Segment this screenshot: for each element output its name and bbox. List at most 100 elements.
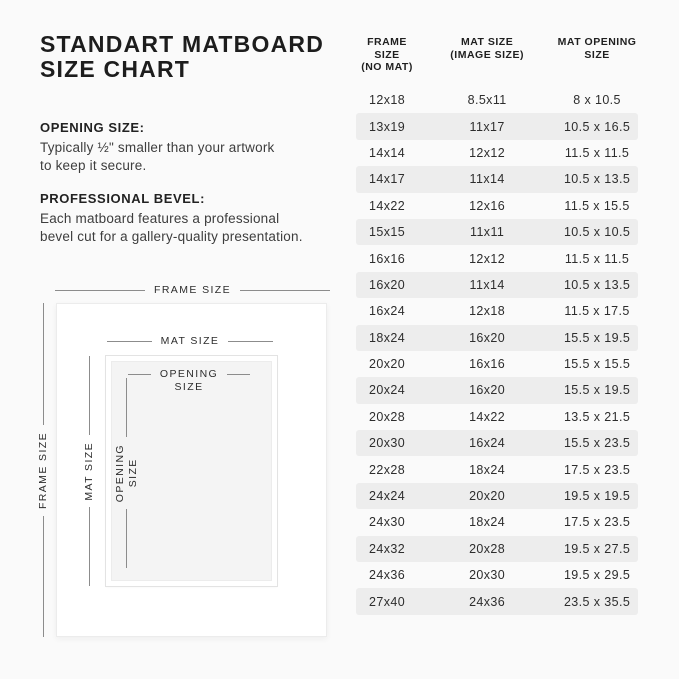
table-row: 20x30 16x24 15.5 x 23.5: [356, 430, 638, 457]
table-row: 27x40 24x36 23.5 x 35.5: [356, 588, 638, 615]
table-cell: 18x24: [469, 462, 506, 477]
table-row: 16x20 11x14 10.5 x 13.5: [356, 271, 638, 299]
table-cell: 20x20: [368, 357, 406, 372]
table-cell: 12x12: [469, 251, 506, 266]
table-cell: 13x19: [368, 119, 406, 134]
table-row: 20x28 14x22 13.5 x 21.5: [356, 404, 638, 430]
table-cell: 11x11: [470, 225, 505, 240]
table-cell: 12x18: [469, 304, 506, 319]
professional-bevel-label: PROFESSIONAL BEVEL:: [40, 191, 206, 206]
opening-size-top-label: OPENING SIZE: [159, 368, 219, 393]
mat-opening-rectangle: [105, 355, 278, 587]
table-cell: 12x16: [469, 198, 506, 213]
opening-size-description: Typically ½" smaller than your artwork t…: [40, 140, 275, 173]
professional-bevel-description: Each matboard features a professional be…: [40, 211, 303, 244]
opening-size-right-line: [227, 374, 251, 375]
table-row: 24x24 20x20 19.5 x 19.5: [356, 482, 638, 510]
table-cell: 20x28: [368, 409, 406, 424]
frame-size-side-label-col: FRAME SIZE: [36, 303, 50, 638]
table-cell: 27x40: [368, 594, 406, 609]
table-cell: 22x28: [368, 462, 406, 477]
table-row: 13x19 11x17 10.5 x 16.5: [356, 113, 638, 140]
table-cell: 10.5 x 16.5: [563, 119, 631, 134]
table-cell: 14x22: [469, 409, 506, 424]
page-title: STANDART MATBOARD SIZE CHART: [40, 31, 325, 82]
table-cell: 17.5 x 23.5: [563, 515, 631, 530]
table-row: 14x14 12x12 11.5 x 11.5: [356, 140, 638, 166]
opening-size-side-label: OPENING SIZE: [113, 443, 139, 503]
table-cell: 24x36: [368, 568, 406, 583]
mat-size-upper-line: [88, 356, 90, 435]
table-cell: 15.5 x 19.5: [563, 330, 631, 345]
opening-size-label: OPENING SIZE:: [40, 120, 145, 135]
opening-size-left-line: [128, 374, 151, 375]
table-cell: 15.5 x 15.5: [563, 357, 631, 372]
table-cell: 12x12: [469, 145, 506, 160]
table-row: 18x24 16x20 15.5 x 19.5: [356, 324, 638, 351]
table-cell: 15.5 x 19.5: [563, 383, 631, 398]
opening-size-lower-line: [126, 509, 127, 569]
size-table-body: 12x18 8.5x11 8 x 10.5 13x19 11x17 10.5 x 16.5…: [356, 87, 638, 615]
table-cell: 20x30: [469, 568, 506, 583]
mat-size-side-label-col: MAT SIZE: [82, 356, 96, 586]
opening-size-top-label-row: OPENING SIZE: [128, 368, 251, 394]
frame-size-side-label: FRAME SIZE: [36, 431, 49, 509]
table-row: 14x22 12x16 11.5 x 15.5: [356, 193, 638, 219]
table-row: 22x28 18x24 17.5 x 23.5: [356, 456, 638, 482]
table-row: 20x20 16x16 15.5 x 15.5: [356, 351, 638, 377]
header-frame-size: FRAME SIZE (NO MAT): [361, 36, 413, 73]
mat-size-top-label-row: MAT SIZE: [107, 335, 273, 348]
frame-size-top-label-row: FRAME SIZE: [55, 284, 331, 297]
professional-bevel-section: PROFESSIONAL BEVEL: Each matboard featur…: [40, 191, 345, 245]
mat-size-left-line: [107, 341, 152, 342]
table-cell: 18x24: [368, 330, 406, 345]
table-cell: 20x20: [469, 489, 506, 504]
table-cell: 10.5 x 13.5: [563, 277, 631, 292]
frame-size-left-line: [55, 290, 145, 291]
table-cell: 24x30: [368, 515, 406, 530]
table-cell: 15.5 x 23.5: [563, 436, 631, 451]
table-cell: 19.5 x 29.5: [563, 568, 631, 583]
table-cell: 24x36: [469, 594, 506, 609]
frame-size-right-line: [240, 290, 331, 291]
table-cell: 16x20: [469, 383, 506, 398]
table-cell: 14x17: [368, 172, 406, 187]
table-cell: 16x20: [368, 277, 406, 292]
table-row: 24x30 18x24 17.5 x 23.5: [356, 509, 638, 535]
table-cell: 8.5x11: [467, 93, 507, 108]
table-cell: 11.5 x 11.5: [564, 145, 630, 160]
table-cell: 16x24: [368, 304, 406, 319]
table-row: 24x36 20x30 19.5 x 29.5: [356, 562, 638, 588]
table-cell: 11x17: [469, 119, 505, 134]
size-table-header: FRAME SIZE (NO MAT) MAT SIZE (IMAGE SIZE…: [356, 36, 638, 74]
table-row: 16x16 12x12 11.5 x 11.5: [356, 245, 638, 271]
header-mat-opening-size: MAT OPENING SIZE: [557, 36, 637, 61]
table-cell: 24x24: [368, 489, 406, 504]
table-row: 12x18 8.5x11 8 x 10.5: [356, 87, 638, 113]
table-cell: 24x32: [368, 541, 406, 556]
table-cell: 11.5 x 15.5: [564, 198, 630, 213]
table-cell: 19.5 x 27.5: [563, 541, 631, 556]
matboard-diagram: FRAME SIZE MAT SIZE OPENING SIZE FRAME S…: [35, 281, 337, 643]
header-mat-size: MAT SIZE (IMAGE SIZE): [450, 36, 524, 61]
mat-size-lower-line: [88, 507, 90, 586]
opening-size-side-label-col: OPENING SIZE: [114, 378, 139, 569]
table-cell: 16x24: [469, 436, 506, 451]
size-chart-table: FRAME SIZE (NO MAT) MAT SIZE (IMAGE SIZE…: [356, 36, 638, 615]
opening-size-section: OPENING SIZE: Typically ½" smaller than …: [40, 120, 345, 174]
table-cell: 14x14: [368, 145, 406, 160]
table-row: 24x32 20x28 19.5 x 27.5: [356, 535, 638, 563]
table-cell: 20x30: [368, 436, 406, 451]
table-cell: 17.5 x 23.5: [563, 462, 631, 477]
table-row: 20x24 16x20 15.5 x 19.5: [356, 377, 638, 404]
table-cell: 12x18: [368, 93, 406, 108]
table-cell: 19.5 x 19.5: [563, 489, 631, 504]
table-cell: 11.5 x 11.5: [564, 251, 630, 266]
table-cell: 13.5 x 21.5: [563, 409, 631, 424]
mat-size-top-label: MAT SIZE: [160, 335, 220, 347]
frame-size-upper-line: [42, 303, 44, 425]
mat-size-side-label: MAT SIZE: [82, 441, 95, 501]
table-cell: 11x14: [469, 277, 505, 292]
opening-size-upper-line: [126, 378, 127, 437]
table-row: 15x15 11x11 10.5 x 10.5: [356, 218, 638, 246]
